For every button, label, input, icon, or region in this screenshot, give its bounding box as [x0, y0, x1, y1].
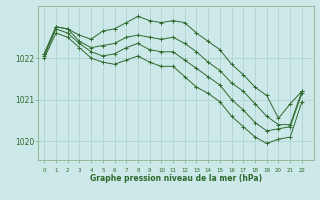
X-axis label: Graphe pression niveau de la mer (hPa): Graphe pression niveau de la mer (hPa) — [90, 174, 262, 183]
